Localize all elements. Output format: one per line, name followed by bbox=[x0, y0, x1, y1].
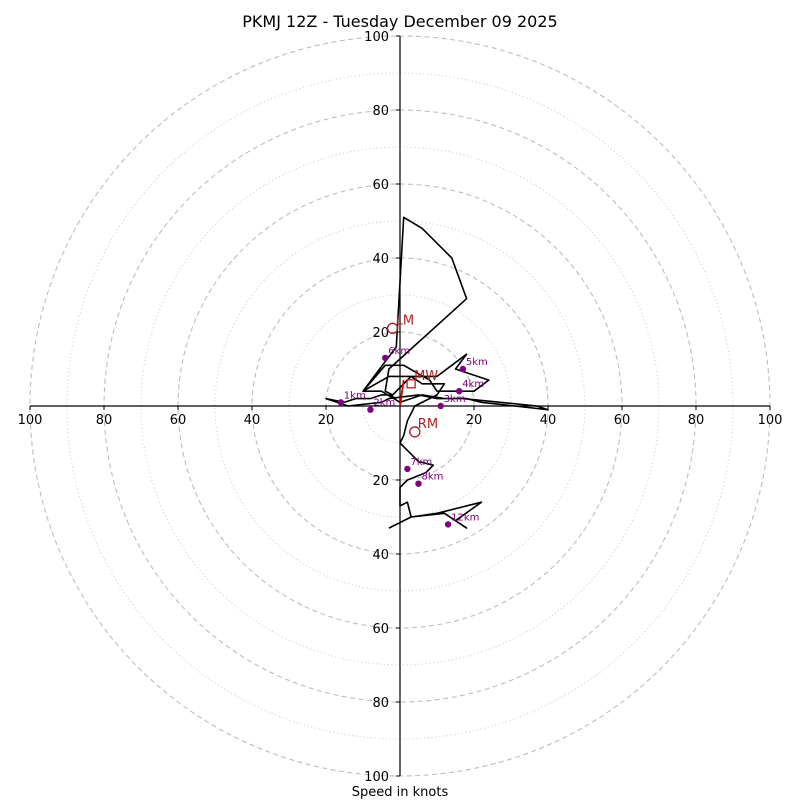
storm-motion-label-rm: RM bbox=[418, 417, 438, 432]
y-tick-label: 40 bbox=[372, 252, 389, 267]
chart-title: PKMJ 12Z - Tuesday December 09 2025 bbox=[242, 12, 557, 31]
mean-wind-marker bbox=[406, 379, 416, 389]
height-label-5km: 5km bbox=[466, 357, 488, 368]
y-tick-label: 80 bbox=[372, 104, 389, 119]
height-marker-5km bbox=[459, 365, 467, 373]
height-label-4km: 4km bbox=[462, 379, 484, 390]
y-tick-label: 80 bbox=[372, 696, 389, 711]
y-tick-label: 100 bbox=[364, 30, 389, 45]
y-tick-label: 20 bbox=[372, 474, 389, 489]
x-tick-label: 60 bbox=[614, 413, 631, 428]
x-tick-label: 80 bbox=[96, 413, 113, 428]
hodograph-trace bbox=[325, 216, 549, 529]
x-tick-label: 40 bbox=[540, 413, 557, 428]
y-tick-label: 40 bbox=[372, 548, 389, 563]
x-axis-label: Speed in knots bbox=[352, 785, 449, 800]
height-marker-1km bbox=[337, 399, 344, 406]
y-tick-label: 60 bbox=[372, 178, 389, 193]
height-marker-3km bbox=[437, 402, 444, 410]
y-tick-label: 100 bbox=[364, 770, 389, 785]
x-tick-label: 20 bbox=[318, 413, 335, 428]
height-marker-12km bbox=[444, 521, 452, 528]
storm-motion-rm bbox=[409, 426, 421, 438]
height-marker-7km bbox=[404, 465, 411, 473]
height-label-12km: 12km bbox=[451, 512, 479, 523]
height-marker-8km bbox=[415, 480, 422, 487]
mean-wind-label: MW bbox=[414, 369, 438, 384]
storm-motion-lm bbox=[386, 322, 399, 334]
height-label-7km: 7km bbox=[410, 457, 432, 468]
x-tick-label: 100 bbox=[18, 413, 43, 428]
x-tick-label: 20 bbox=[466, 413, 483, 428]
height-label-6km: 6km bbox=[388, 346, 410, 357]
height-label-3km: 3km bbox=[444, 394, 466, 405]
x-tick-label: 60 bbox=[170, 413, 187, 428]
hodograph-plot: 1km 2km 3km 4km 5km 6km 7km 8km 12km LM RM MW bbox=[325, 216, 549, 529]
tick-labels: 100 100 80 80 60 60 40 40 20 20 20 20 40 40 60 60 80 80 10… bbox=[18, 30, 783, 785]
height-marker-2km bbox=[367, 406, 374, 413]
x-tick-label: 40 bbox=[244, 413, 261, 428]
shear-vector bbox=[399, 379, 405, 407]
height-label-8km: 8km bbox=[422, 472, 444, 483]
height-marker-4km bbox=[456, 388, 463, 395]
height-label-2km: 2km bbox=[373, 398, 395, 409]
height-marker-6km bbox=[382, 354, 389, 362]
y-tick-label: 20 bbox=[372, 326, 389, 341]
storm-motion-label-lm: LM bbox=[396, 313, 414, 328]
x-tick-label: 80 bbox=[688, 413, 705, 428]
y-tick-label: 60 bbox=[372, 622, 389, 637]
height-label-1km: 1km bbox=[344, 390, 366, 401]
x-tick-label: 100 bbox=[758, 413, 783, 428]
